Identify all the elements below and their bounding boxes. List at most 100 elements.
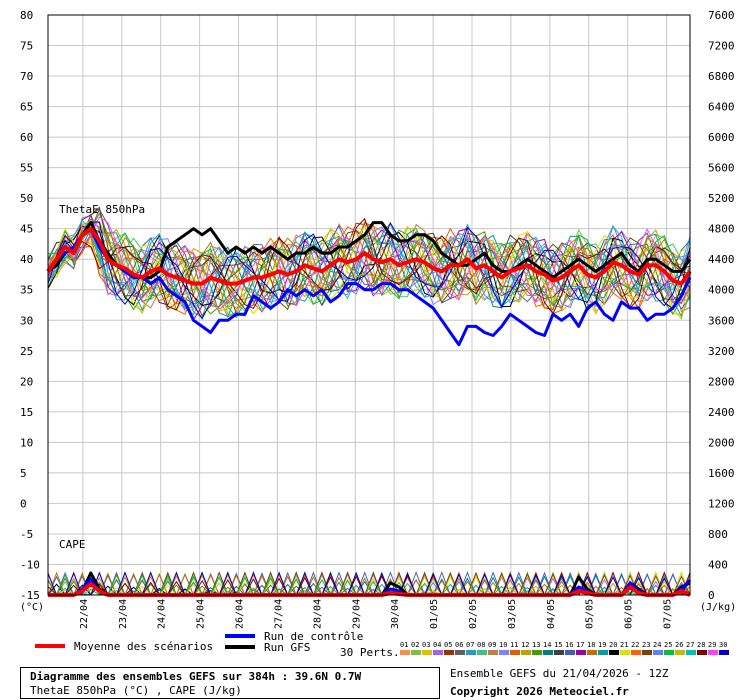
right-tick-label: 2000 <box>708 436 735 449</box>
left-tick-label: 25 <box>20 345 33 358</box>
legend: Moyenne des scénarios Run de contrôle Ru… <box>35 630 729 659</box>
date-tick-label: 06/05 <box>624 599 635 629</box>
right-tick-label: 2400 <box>708 406 735 419</box>
pert-number: 21 <box>620 641 628 649</box>
pert-line-20 <box>47 225 691 312</box>
pert-swatch <box>510 650 520 655</box>
date-tick-label: 01/05 <box>429 599 440 629</box>
pert-swatch <box>422 650 432 655</box>
right-axis-unit: (J/kg) <box>700 602 736 613</box>
left-tick-label: 80 <box>20 9 33 22</box>
info-box: Diagramme des ensembles GEFS sur 384h : … <box>20 667 440 699</box>
pert-swatch <box>697 650 707 655</box>
pert-line-30 <box>47 221 691 320</box>
pert-swatch <box>653 650 663 655</box>
right-tick-label: 6400 <box>708 101 735 114</box>
left-tick-label: 60 <box>20 131 33 144</box>
left-tick-label: -10 <box>20 558 40 571</box>
right-tick-label: 4800 <box>708 223 735 236</box>
right-tick-label: 800 <box>708 528 728 541</box>
date-tick-label: 05/05 <box>585 599 596 629</box>
pert-swatch <box>477 650 487 655</box>
pert-swatch <box>565 650 575 655</box>
left-tick-label: 55 <box>20 162 33 175</box>
pert-number: 03 <box>422 641 430 649</box>
pert-number: 05 <box>444 641 452 649</box>
pert-swatch <box>675 650 685 655</box>
pert-line-29 <box>47 216 691 310</box>
left-tick-label: 30 <box>20 314 33 327</box>
pert-number: 19 <box>598 641 606 649</box>
pert-number: 25 <box>664 641 672 649</box>
axes: -15 0 -10 400 -5 800 0 1200 5 1600 10 2000 15 2400 20 2… <box>20 9 735 629</box>
left-tick-label: 35 <box>20 284 33 297</box>
pert-number: 17 <box>576 641 584 649</box>
pert-swatch <box>466 650 476 655</box>
left-tick-label: 50 <box>20 192 33 205</box>
pert-number: 18 <box>587 641 595 649</box>
pert-swatch <box>554 650 564 655</box>
run-info: Ensemble GEFS du 21/04/2026 - 12Z <box>450 667 669 680</box>
date-tick-label: 22/04 <box>79 599 90 629</box>
pert-swatch <box>686 650 696 655</box>
date-tick-label: 04/05 <box>546 599 557 629</box>
pert-line-09 <box>47 220 691 318</box>
perturbation-legend: 01 02 03 04 05 06 07 08 09 10 11 12 13 14 15 16 17 18 19 20… <box>400 641 729 655</box>
pert-swatch <box>642 650 652 655</box>
right-tick-label: 7200 <box>708 40 735 53</box>
right-tick-label: 0 <box>708 589 715 602</box>
pert-swatch <box>411 650 421 655</box>
pert-swatch <box>609 650 619 655</box>
date-tick-label: 27/04 <box>273 599 284 629</box>
pert-swatch <box>620 650 630 655</box>
pert-line-27 <box>47 219 691 310</box>
date-tick-label: 03/05 <box>507 599 518 629</box>
date-tick-label: 28/04 <box>312 599 323 629</box>
gfs-thetae-line <box>47 221 692 279</box>
pert-swatch <box>455 650 465 655</box>
left-axis-unit: (°C) <box>20 602 44 613</box>
mean-thetae-line <box>46 226 692 286</box>
date-tick-label: 23/04 <box>118 599 129 629</box>
pert-number: 24 <box>653 641 661 649</box>
left-tick-label: -5 <box>20 528 33 541</box>
right-tick-label: 4000 <box>708 284 735 297</box>
pert-number: 07 <box>466 641 474 649</box>
left-tick-label: 0 <box>20 497 27 510</box>
pert-swatch <box>444 650 454 655</box>
pert-number: 22 <box>631 641 639 649</box>
pert-number: 28 <box>697 641 705 649</box>
right-tick-label: 5600 <box>708 162 735 175</box>
cape-label: CAPE <box>59 538 86 551</box>
pert-number: 01 <box>400 641 408 649</box>
pert-number: 15 <box>554 641 562 649</box>
pert-line-24 <box>47 219 691 316</box>
pert-number: 04 <box>433 641 441 649</box>
right-tick-label: 6800 <box>708 70 735 83</box>
right-tick-label: 1200 <box>708 497 735 510</box>
left-tick-label: 40 <box>20 253 33 266</box>
left-tick-label: 45 <box>20 223 33 236</box>
left-tick-label: -15 <box>20 589 40 602</box>
pert-number: 29 <box>708 641 716 649</box>
pert-number: 02 <box>411 641 419 649</box>
right-tick-label: 2800 <box>708 375 735 388</box>
pert-swatch <box>587 650 597 655</box>
pert-swatch <box>631 650 641 655</box>
left-tick-label: 20 <box>20 375 33 388</box>
right-tick-label: 6000 <box>708 131 735 144</box>
right-tick-label: 7600 <box>708 9 735 22</box>
date-tick-label: 24/04 <box>157 599 168 629</box>
right-tick-label: 400 <box>708 558 728 571</box>
pert-number: 10 <box>499 641 507 649</box>
left-tick-label: 10 <box>20 436 33 449</box>
left-tick-label: 15 <box>20 406 33 419</box>
pert-swatch <box>576 650 586 655</box>
date-tick-label: 02/05 <box>468 599 479 629</box>
pert-number: 13 <box>532 641 540 649</box>
chart-title: Diagramme des ensembles GEFS sur 384h : … <box>30 670 362 683</box>
copyright: Copyright 2026 Meteociel.fr <box>450 685 629 698</box>
date-tick-label: 26/04 <box>235 599 246 629</box>
pert-number: 09 <box>488 641 496 649</box>
left-tick-label: 65 <box>20 101 33 114</box>
